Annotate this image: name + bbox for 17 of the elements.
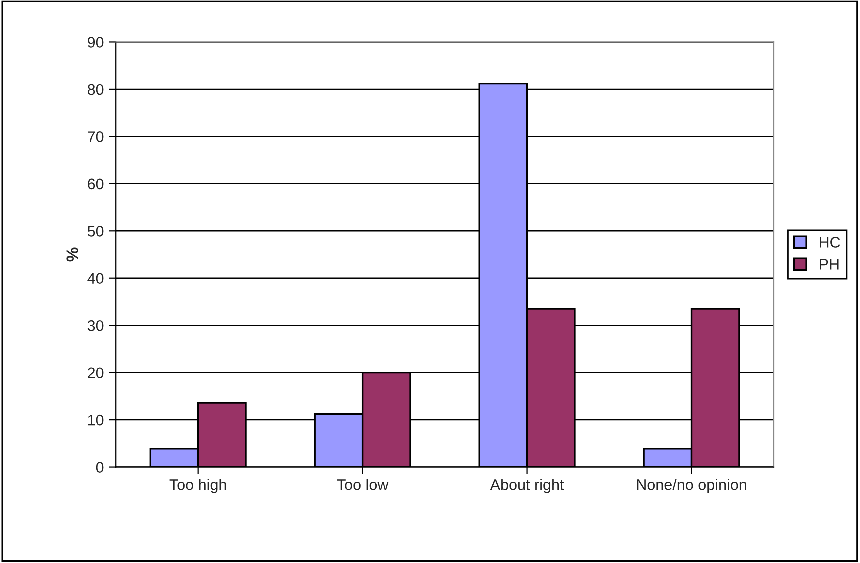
x-tick-label: None/no opinion xyxy=(637,479,746,494)
y-tick-label: 40 xyxy=(88,273,104,284)
y-tick-label: 50 xyxy=(88,226,104,237)
x-tick-label: About right xyxy=(490,479,564,494)
x-tick-label: Too low xyxy=(337,479,389,490)
y-tick-label: 10 xyxy=(88,414,104,426)
legend-label: PH xyxy=(820,259,839,270)
y-tick-label: 0 xyxy=(96,462,104,473)
y-axis-title: % xyxy=(66,248,78,262)
legend-label: HC xyxy=(820,237,840,248)
y-tick-label: 30 xyxy=(88,320,104,332)
y-tick-label: 80 xyxy=(88,84,104,96)
y-tick-label: 20 xyxy=(88,368,104,379)
y-tick-label: 60 xyxy=(88,178,104,190)
x-tick-label: Too high xyxy=(170,479,226,494)
y-tick-label: 90 xyxy=(88,37,104,48)
y-tick-label: 70 xyxy=(88,132,104,142)
